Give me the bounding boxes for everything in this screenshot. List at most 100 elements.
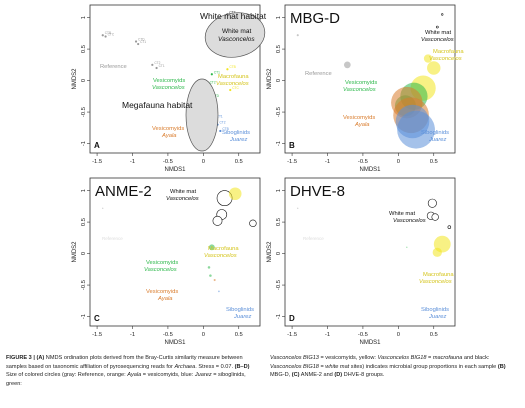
x-tick-label: -0.5 — [358, 159, 368, 165]
panel-c-title: ANME-2 — [95, 183, 152, 200]
macrofauna-site-label: Vasconcelos — [204, 253, 237, 259]
panel-b: -1.5 -1 -0.5 0 0.5 -1 -0.5 0 0.5 1 NMDS1 NMDS2 MBG-… — [267, 4, 464, 173]
white-mat-label: White mat — [222, 28, 251, 35]
bubble-black — [431, 213, 439, 221]
macrofauna-label: Macrofauna — [208, 246, 239, 252]
x-tick-label: -0.5 — [163, 332, 173, 338]
panel-letter-a: A — [94, 141, 100, 150]
point-label: CT1 — [159, 64, 165, 68]
point-label: CTB — [222, 127, 228, 131]
y-axis-label: NMDS2 — [267, 68, 273, 90]
megafauna-habitat-ellipse — [185, 78, 219, 152]
x-axis-label: NMDS1 — [359, 167, 381, 173]
vesicomyids-site-label: Vasconcelos — [152, 85, 185, 91]
data-point-gray — [101, 34, 104, 37]
caption-fragment: Juarez — [194, 372, 212, 379]
point-label: CT2 — [210, 80, 216, 84]
caption-fragment: = — [426, 355, 433, 361]
macrofauna-label: Macrofauna — [423, 272, 454, 278]
data-point-yellow — [226, 68, 229, 71]
data-point-gray — [104, 35, 107, 38]
vesicomyids-ayala-label: Vesicomyids — [146, 289, 178, 295]
macrofauna-label: Macrofauna — [218, 74, 249, 80]
white-mat-label: White mat — [170, 189, 196, 195]
bubble-yellow — [228, 187, 242, 201]
bubble-green — [406, 246, 408, 248]
bubble-orange — [213, 278, 216, 282]
y-tick-label: -1 — [276, 314, 282, 319]
bubble-yellow — [423, 54, 433, 63]
juarez-label: Juarez — [233, 314, 252, 320]
panel-d-marks — [297, 198, 452, 257]
caption-fragment: sites) indicates microbial group proport… — [349, 363, 498, 370]
panel-letter-c: C — [94, 314, 100, 323]
bubble-green — [208, 244, 215, 251]
siboglinids-label: Siboglinids — [421, 307, 449, 313]
bubble-blue — [218, 290, 220, 293]
x-tick-label: -0.5 — [163, 159, 173, 165]
y-tick-label: 0.5 — [276, 45, 282, 53]
y-axis-label: NMDS2 — [72, 241, 78, 263]
macrofauna-site-label: Vasconcelos — [429, 56, 462, 62]
caption-fragment: (D) — [334, 372, 343, 379]
point-label: CTC — [108, 32, 115, 36]
juarez-label: Juarez — [428, 314, 447, 320]
caption-fragment: Size of colored circles (gray: Reference… — [6, 372, 128, 379]
vesicomyids-site-label: Vasconcelos — [343, 87, 376, 93]
panel-c-marks — [102, 187, 257, 293]
x-tick-label: 0.5 — [235, 159, 243, 165]
vesicomyids-label: Vesicomyids — [146, 260, 178, 266]
caption-fragment: = siboglinids, green: — [6, 372, 246, 387]
panel-c-frame — [89, 177, 261, 327]
ayala-label: Ayala — [354, 122, 370, 128]
reference-label: Reference — [102, 236, 123, 241]
bubble-black — [435, 25, 439, 29]
point-label: CT1 — [140, 40, 146, 44]
white-mat-site-label: Vasconcelos — [421, 37, 454, 43]
white-mat-habitat-label: White mat habitat — [200, 11, 267, 21]
panel-a-frame — [89, 4, 261, 154]
panel-b-title: MBG-D — [290, 10, 340, 27]
figure-caption-right: Vasconcelos BIG13 = vesicomyids, yellow:… — [270, 354, 520, 380]
reference-label: Reference — [100, 64, 127, 70]
caption-fragment: (B–D) — [234, 363, 250, 370]
y-tick-label: 0.5 — [81, 45, 87, 53]
ayala-label: Ayala — [157, 296, 173, 302]
y-tick-label: 0 — [81, 252, 87, 255]
panel-b-axes: -1.5 -1 -0.5 0 0.5 -1 -0.5 0 0.5 1 NMDS1 NMDS2 — [267, 16, 438, 173]
bubble-black — [447, 225, 452, 229]
bubble-gray — [296, 34, 299, 37]
panel-b-marks — [296, 13, 444, 149]
y-tick-label: 0.5 — [276, 218, 282, 226]
point-label: CT1 — [214, 70, 220, 74]
white-mat-site-label: Vasconcelos — [218, 36, 255, 43]
y-tick-label: -1 — [276, 141, 282, 146]
caption-fragment: Vasconcelos BIG18 — [377, 355, 427, 361]
bubble-black — [212, 215, 223, 226]
data-point-gray — [137, 42, 140, 46]
caption-fragment: ANME-2 and — [299, 372, 335, 379]
point-label: CT1 — [217, 114, 223, 118]
y-tick-label: 0 — [81, 79, 87, 82]
bubble-green — [209, 274, 212, 277]
bubble-gray — [297, 207, 299, 209]
caption-fragment: = vesicomyids, yellow: — [318, 355, 378, 361]
panel-b-frame — [284, 4, 456, 154]
siboglinids-label: Siboglinids — [222, 130, 250, 136]
caption-fragment: NMDS ordination plots derived from the B… — [6, 355, 243, 370]
caption-fragment: Archaea — [174, 363, 196, 370]
point-label: CT2 — [154, 61, 160, 65]
y-tick-label: -1 — [81, 314, 87, 319]
data-point-gray — [155, 66, 158, 70]
bubble-yellow — [432, 247, 442, 257]
vesicomyids-label: Vesicomyids — [345, 80, 377, 86]
y-tick-label: -1 — [81, 141, 87, 146]
bubble-green — [207, 266, 211, 269]
x-tick-label: 0 — [397, 159, 400, 165]
x-axis-label: NMDS1 — [164, 340, 186, 345]
white-mat-site-label: Vasconcelos — [166, 196, 199, 202]
siboglinids-label: Siboglinids — [226, 307, 254, 313]
bubble-black — [249, 219, 257, 228]
caption-fragment: . Stress = 0.07. — [195, 363, 235, 370]
reference-label: Reference — [305, 71, 332, 77]
